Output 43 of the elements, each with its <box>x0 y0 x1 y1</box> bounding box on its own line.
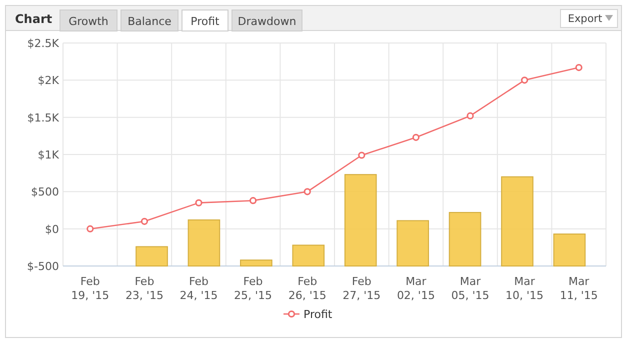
x-tick-label: Mar 05, '15 <box>451 275 490 302</box>
x-tick-label: Feb 19, '15 <box>71 275 110 302</box>
text: Drawdown <box>238 15 296 28</box>
bar <box>136 246 168 266</box>
x-tick-label: Feb 27, '15 <box>342 275 381 302</box>
bar <box>396 220 429 266</box>
bar <box>188 219 220 266</box>
y-tick-label: $0 <box>45 222 59 236</box>
bar <box>553 234 586 266</box>
point <box>304 188 311 196</box>
bar <box>344 174 377 266</box>
x-tick-label: Feb 23, '15 <box>125 275 164 302</box>
text: Export <box>568 13 602 25</box>
point <box>140 218 148 225</box>
x-tick-label: Mar 10, '15 <box>506 275 544 302</box>
x-tick-label: Mar 11, '15 <box>560 275 598 302</box>
point <box>575 64 582 72</box>
text: Profit <box>190 15 220 28</box>
text: Balance <box>128 15 172 28</box>
text: Growth <box>68 15 108 28</box>
point <box>86 225 94 232</box>
point <box>195 199 202 206</box>
y-tick-label: $2.5K <box>27 37 60 50</box>
y-tick-label: $1K <box>38 148 60 162</box>
bar <box>292 244 325 266</box>
x-tick-label: Mar 02, '15 <box>396 275 435 302</box>
point <box>412 134 420 141</box>
y-tick-label: $500 <box>31 186 59 199</box>
y-tick-label: $-500 <box>27 260 59 273</box>
x-tick-label: Feb 24, '15 <box>180 275 218 302</box>
point <box>466 112 474 120</box>
y-tick-label: $2K <box>38 74 60 88</box>
legend-label: Profit <box>304 308 333 321</box>
bar <box>448 212 482 266</box>
bar <box>240 260 272 266</box>
chart-title: Chart <box>15 12 52 26</box>
point <box>521 76 528 84</box>
point <box>358 152 366 159</box>
bar <box>501 176 534 266</box>
point <box>250 197 257 204</box>
y-tick-label: $1.5K <box>27 111 60 124</box>
x-tick-label: Feb 25, '15 <box>234 275 272 302</box>
x-tick-label: Feb 26, '15 <box>288 275 326 302</box>
